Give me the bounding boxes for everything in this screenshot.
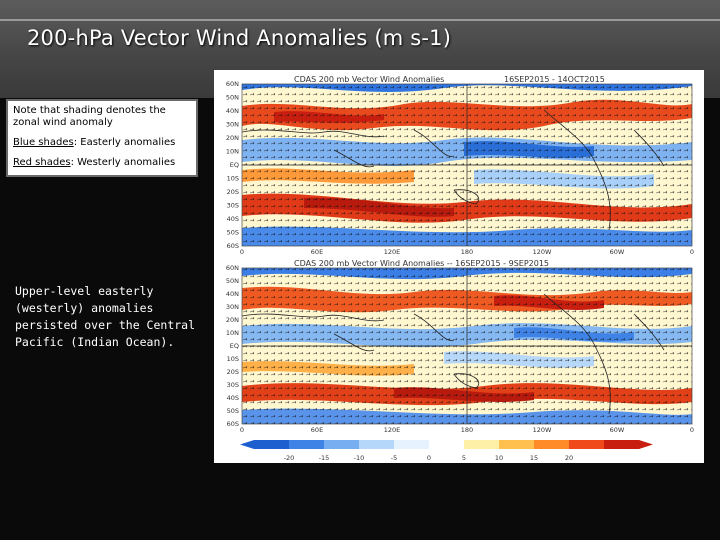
lat-label: 10N: [226, 148, 239, 156]
lat-label: 40N: [226, 290, 239, 298]
lat-label: 50S: [227, 229, 239, 237]
colorbar: [240, 440, 653, 449]
lon-label: 60E: [311, 248, 323, 256]
colorbar-label: -15: [319, 454, 330, 462]
wind-anomaly-figure: CDAS 200 mb Vector Wind Anomalies 16SEP2…: [214, 70, 704, 463]
lat-label: 10N: [226, 329, 239, 337]
note-box: Note that shading denotes the zonal wind…: [6, 99, 198, 177]
lon-label: 0: [240, 426, 244, 434]
colorbar-max-arrow: [639, 440, 653, 449]
lat-label: 60S: [227, 242, 239, 250]
colorbar-labels: -20 -15 -10 -5 0 5 10 15 20: [284, 454, 573, 462]
colorbar-segment: [464, 440, 500, 449]
lat-label: EQ: [230, 342, 239, 350]
colorbar-label: 15: [530, 454, 538, 462]
lat-label: 50N: [226, 277, 239, 285]
lat-label: 20N: [226, 316, 239, 324]
lon-label: 180: [461, 248, 473, 256]
colorbar-label: 20: [565, 454, 573, 462]
panel2-title: CDAS 200 mb Vector Wind Anomalies -- 16S…: [294, 259, 549, 268]
colorbar-label: -10: [354, 454, 365, 462]
colorbar-segment: [569, 440, 605, 449]
colorbar-label: 0: [427, 454, 431, 462]
slide-title: 200-hPa Vector Wind Anomalies (m s-1): [27, 26, 452, 50]
lon-label: 0: [690, 248, 694, 256]
lat-label: 30S: [227, 202, 239, 210]
panel1-title: CDAS 200 mb Vector Wind Anomalies: [294, 75, 444, 84]
colorbar-segment: [534, 440, 570, 449]
colorbar-segment: [289, 440, 325, 449]
lat-label: 20S: [227, 188, 239, 196]
lat-label: EQ: [230, 161, 239, 169]
lat-label: 40S: [227, 215, 239, 223]
lon-label: 60W: [610, 426, 625, 434]
lat-label: 20S: [227, 368, 239, 376]
colorbar-label: 10: [495, 454, 503, 462]
lat-label: 30N: [226, 303, 239, 311]
note-intro: Note that shading denotes the zonal wind…: [13, 105, 166, 128]
lon-label: 0: [240, 248, 244, 256]
lat-label: 60N: [226, 264, 239, 272]
colorbar-label: 5: [462, 454, 466, 462]
note-red: Red shades: Westerly anomalies: [13, 157, 191, 169]
lat-label: 20N: [226, 134, 239, 142]
figure-svg: CDAS 200 mb Vector Wind Anomalies 16SEP2…: [226, 75, 694, 462]
lat-label: 50N: [226, 94, 239, 102]
panel1-lat-labels: 60N 50N 40N 30N 20N 10N EQ 10S 20S 30S 40S 50S 60S: [226, 80, 239, 250]
colorbar-segment: [359, 440, 395, 449]
note-blue-desc: : Easterly anomalies: [73, 137, 176, 148]
lat-label: 40S: [227, 394, 239, 402]
lat-label: 10S: [227, 355, 239, 363]
colorbar-segment: [429, 440, 465, 449]
lat-label: 40N: [226, 107, 239, 115]
lon-label: 180: [461, 426, 473, 434]
colorbar-segment: [254, 440, 290, 449]
lon-label: 120E: [384, 248, 401, 256]
panel-bottom: CDAS 200 mb Vector Wind Anomalies -- 16S…: [226, 259, 694, 434]
lat-label: 30S: [227, 381, 239, 389]
colorbar-segment: [604, 440, 640, 449]
panel2-lon-labels: 0 60E 120E 180 120W 60W 0: [240, 426, 694, 434]
note-red-desc: : Westerly anomalies: [70, 157, 176, 168]
panel2-lat-labels: 60N 50N 40N 30N 20N 10N EQ 10S 20S 30S 40S 50S 60S: [226, 264, 239, 428]
lon-label: 120W: [533, 248, 552, 256]
panel-top: CDAS 200 mb Vector Wind Anomalies 16SEP2…: [226, 75, 694, 256]
panel1-lon-labels: 0 60E 120E 180 120W 60W 0: [240, 248, 694, 256]
lat-label: 60S: [227, 420, 239, 428]
lon-label: 0: [690, 426, 694, 434]
colorbar-min-arrow: [240, 440, 254, 449]
lat-label: 60N: [226, 80, 239, 88]
lon-label: 120W: [533, 426, 552, 434]
lat-label: 10S: [227, 175, 239, 183]
colorbar-label: -20: [284, 454, 295, 462]
colorbar-segment: [324, 440, 360, 449]
lon-label: 60E: [311, 426, 323, 434]
lat-label: 30N: [226, 121, 239, 129]
summary-text: Upper-level easterly (westerly) anomalie…: [15, 284, 196, 349]
colorbar-segment: [394, 440, 430, 449]
lon-label: 60W: [610, 248, 625, 256]
header-divider: [0, 19, 720, 21]
colorbar-label: -5: [391, 454, 397, 462]
note-red-label: Red shades: [13, 157, 71, 168]
lon-label: 120E: [384, 426, 401, 434]
lat-label: 50S: [227, 407, 239, 415]
note-blue: Blue shades: Easterly anomalies: [13, 137, 191, 149]
note-blue-label: Blue shades: [13, 137, 74, 148]
colorbar-segment: [499, 440, 535, 449]
panel1-dates: 16SEP2015 - 14OCT2015: [504, 75, 605, 84]
